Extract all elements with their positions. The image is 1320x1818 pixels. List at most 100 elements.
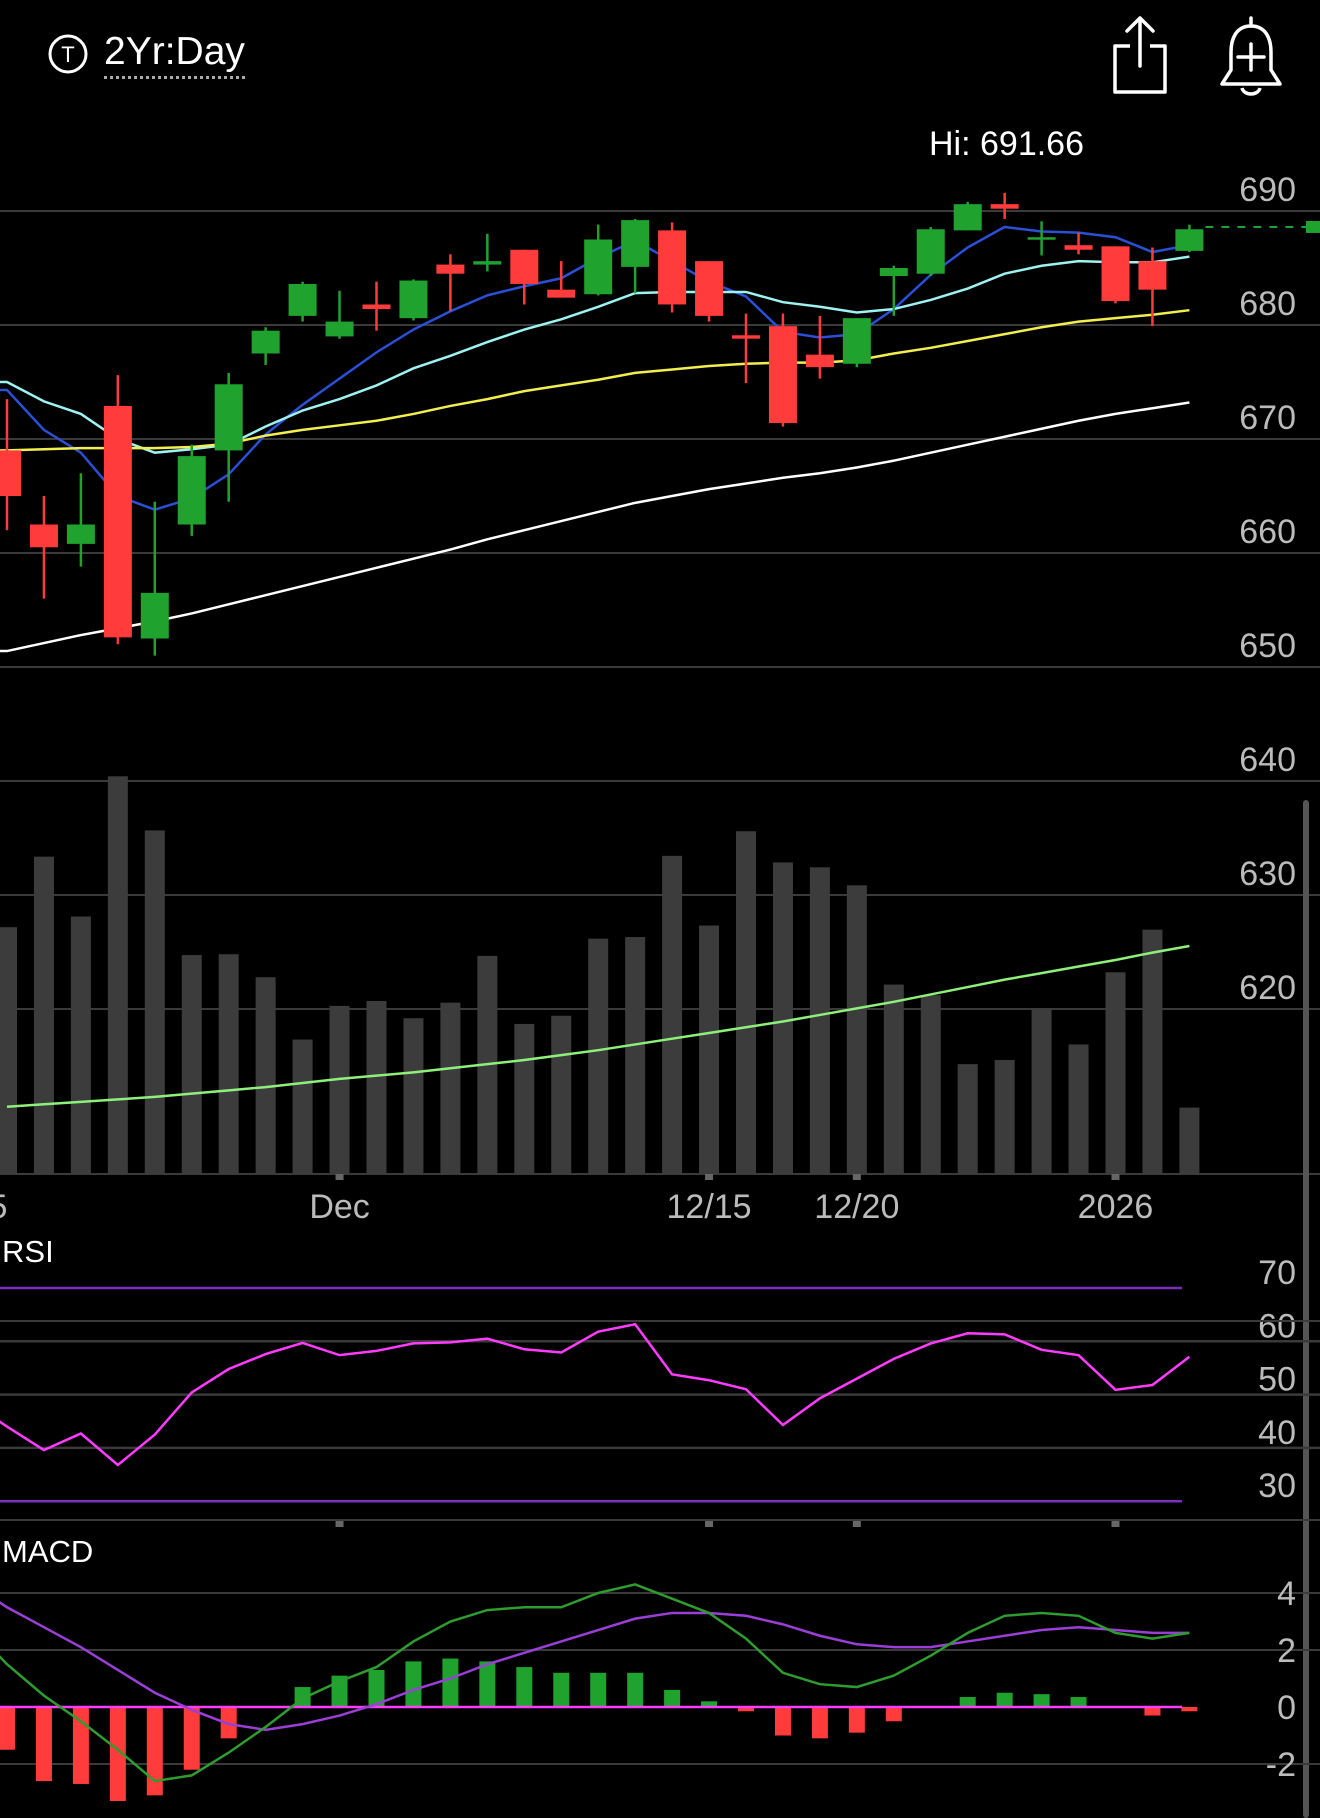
- candle-body: [399, 280, 428, 319]
- candle-body: [547, 289, 576, 298]
- date-tick-mark: [1111, 1174, 1120, 1180]
- candle-body: [0, 450, 21, 496]
- candle-body: [66, 524, 95, 544]
- date-tick-mark: [335, 1174, 344, 1180]
- candle-body: [29, 524, 58, 548]
- top-bar: T 2Yr:Day: [0, 0, 1320, 110]
- date-tick-label: Dec: [309, 1188, 369, 1226]
- volume-bar: [625, 937, 646, 1174]
- macd-tick-label: 0: [1277, 1689, 1296, 1727]
- rsi-tick-mark: [852, 1521, 861, 1527]
- volume-bar: [366, 1000, 387, 1174]
- macd-histogram-bar: [1070, 1697, 1087, 1707]
- volume-bar: [0, 927, 17, 1174]
- candle-body: [251, 330, 280, 354]
- macd-histogram-bar: [553, 1672, 570, 1707]
- macd-histogram-bar: [701, 1701, 718, 1707]
- volume-average: [6, 944, 1190, 1109]
- macd-title: MACD: [2, 1534, 93, 1569]
- macd-histogram-bar: [146, 1707, 163, 1796]
- rsi-title: RSI: [2, 1234, 54, 1269]
- candle-body: [1064, 245, 1093, 250]
- candle-body: [732, 335, 760, 339]
- macd-histogram-bar: [811, 1707, 828, 1739]
- volume-bar: [772, 862, 793, 1174]
- price-tick-label: 670: [1239, 399, 1296, 437]
- volume-bar: [329, 1005, 350, 1174]
- moving-average-line: [0, 308, 1190, 452]
- date-tick-label: 12/15: [667, 1188, 752, 1226]
- volume-bar: [699, 925, 720, 1174]
- macd-histogram-bar: [72, 1707, 89, 1784]
- macd-histogram-bar: [664, 1689, 681, 1707]
- volume-bar: [846, 885, 867, 1174]
- macd-histogram-bar: [0, 1707, 15, 1750]
- range-selector[interactable]: 2Yr:Day: [104, 30, 245, 79]
- rsi-tick-label: 40: [1258, 1414, 1296, 1452]
- ticker-circle-icon[interactable]: T: [48, 34, 88, 74]
- volume-bar: [33, 856, 54, 1174]
- volume-bar: [70, 916, 91, 1174]
- volume-bar: [1179, 1107, 1200, 1174]
- macd-histogram-bar: [590, 1672, 607, 1707]
- macd-histogram-bar: [479, 1661, 496, 1707]
- candle-body: [140, 592, 169, 639]
- volume-bar: [551, 1015, 572, 1174]
- macd-histogram-bar: [1144, 1707, 1161, 1716]
- add-alert-bell-icon[interactable]: [1218, 14, 1284, 98]
- macd-histogram-bar: [109, 1707, 126, 1802]
- rsi-tick-label: 50: [1258, 1361, 1296, 1399]
- macd-panel: MACD 4 2 0 -2: [0, 1534, 1320, 1802]
- scroll-indicator[interactable]: [1303, 800, 1309, 1818]
- volume-bars: [0, 776, 1200, 1174]
- rsi-panel: RSI 70 60 50 40 30: [0, 1234, 1320, 1527]
- rsi-tick-label: 70: [1258, 1254, 1296, 1292]
- candle-body: [953, 204, 982, 231]
- candle-body: [990, 204, 1019, 209]
- macd-tick-label: 2: [1277, 1632, 1296, 1670]
- macd-histogram-bar: [774, 1707, 791, 1736]
- candle-body: [805, 354, 834, 368]
- candle-body: [916, 229, 945, 274]
- price-tick-label: 660: [1239, 513, 1296, 551]
- rsi-line: [0, 1322, 1191, 1467]
- macd-histogram-bar: [1181, 1707, 1198, 1712]
- volume-bar: [1105, 972, 1126, 1174]
- macd-histogram-bar: [220, 1707, 237, 1739]
- macd-tick-label: 4: [1277, 1575, 1296, 1613]
- share-icon[interactable]: [1110, 14, 1170, 96]
- volume-bar: [218, 954, 239, 1174]
- macd-histogram-bar: [996, 1692, 1013, 1707]
- volume-bar: [957, 1064, 978, 1174]
- date-tick-label: 12/20: [814, 1188, 899, 1226]
- candle-body: [436, 264, 465, 274]
- price-tick-label: 630: [1239, 855, 1296, 893]
- macd-histogram-bar: [1033, 1694, 1050, 1707]
- date-tick-label: 2026: [1078, 1188, 1154, 1226]
- macd-histogram-bar: [885, 1707, 902, 1722]
- volume-bar: [1068, 1044, 1089, 1174]
- macd-tick-label: -2: [1266, 1746, 1296, 1784]
- volume-bar: [736, 831, 756, 1174]
- rsi-tick-label: 60: [1258, 1307, 1296, 1345]
- date-tick-label: 5: [0, 1188, 7, 1226]
- date-axis: 5 Dec 12/15 12/20 2026: [0, 1174, 1153, 1226]
- price-tick-label: 620: [1239, 969, 1296, 1007]
- rsi-tick-mark: [1111, 1521, 1120, 1527]
- price-tick-label: 650: [1239, 627, 1296, 665]
- candle-body: [325, 321, 354, 337]
- macd-signal-line: [0, 1601, 1190, 1732]
- macd-histogram-bar: [35, 1707, 52, 1782]
- price-tick-label: 690: [1239, 171, 1296, 209]
- volume-bar: [107, 776, 128, 1174]
- candle-body: [1101, 246, 1130, 302]
- volume-bar: [255, 977, 276, 1174]
- date-tick-mark: [852, 1174, 861, 1180]
- volume-bar: [144, 830, 165, 1174]
- high-label: Hi: 691.66: [929, 125, 1084, 163]
- moving-average-line: [0, 225, 1190, 511]
- macd-histogram-bar: [848, 1707, 865, 1733]
- volume-bar: [662, 855, 683, 1174]
- volume-bar: [1142, 929, 1163, 1174]
